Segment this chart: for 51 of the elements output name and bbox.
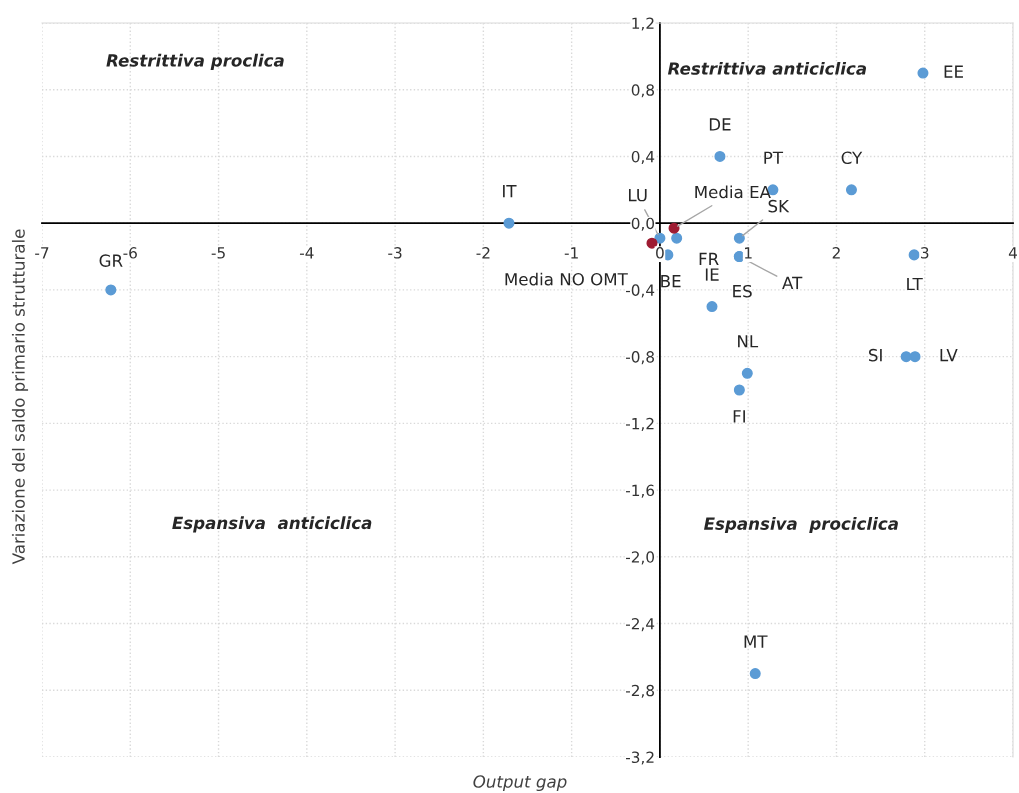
x-tick-label: 0 (656, 247, 664, 259)
annotation: DE (709, 118, 731, 131)
x-axis-title: Output gap (473, 775, 567, 792)
y-tick-label: -2,8 (625, 684, 654, 698)
annotation: SI (868, 348, 882, 362)
x-tick-label: 3 (921, 247, 929, 259)
x-tick-label: 2 (832, 247, 840, 259)
annotation: LU (629, 188, 647, 202)
annotation: AT (782, 276, 803, 289)
y-tick-label: -0,8 (625, 351, 654, 365)
x-tick-label: -2 (476, 247, 490, 259)
y-tick-label: 0,4 (631, 150, 655, 165)
y-tick-label: 0,8 (631, 84, 654, 98)
annotation: FR (699, 252, 719, 266)
y-axis-title: Variazione del saldo primario strutturale (11, 229, 29, 565)
annotation: Media EA (695, 185, 771, 199)
annotation: Espansiva anticiclica (172, 516, 372, 533)
annotation: SK (768, 199, 790, 213)
annotation: ES (733, 284, 752, 298)
y-tick-label: 0,0 (631, 217, 655, 231)
y-tick-label: -2,4 (625, 618, 655, 632)
annotation: PT (764, 151, 784, 164)
x-tick-label: -3 (388, 247, 402, 259)
y-tick-label: -3,2 (625, 751, 654, 765)
y-tick-label: -2,0 (625, 551, 655, 565)
annotation: Espansiva prociclica (704, 516, 898, 534)
annotation: GR (99, 254, 123, 267)
annotation: FI (733, 410, 745, 423)
y-tick-label: 1,2 (632, 17, 654, 31)
annotation: Media NO OMT (505, 272, 628, 286)
x-tick-label: -4 (299, 247, 314, 259)
x-tick-label: -5 (211, 247, 225, 259)
x-tick-label: 1 (745, 247, 752, 259)
x-tick-label: -1 (564, 247, 578, 259)
y-tick-label: -1,2 (625, 417, 654, 431)
annotation: MT (744, 635, 768, 648)
annotation: CY (841, 151, 863, 165)
x-tick-label: -6 (123, 247, 137, 259)
annotation: IT (503, 185, 517, 198)
x-tick-label: -7 (35, 247, 49, 259)
annotation: NL (738, 335, 759, 348)
annotation: LT (907, 277, 923, 291)
annotation: LV (940, 349, 958, 362)
y-tick-label: -1,6 (625, 484, 655, 498)
annotation: IE (705, 268, 719, 281)
annotation: EE (944, 65, 963, 78)
annotation: Restrittiva proclica (106, 53, 284, 70)
y-tick-label: -0,4 (625, 284, 655, 298)
annotation: Restrittiva anticiclica (667, 61, 867, 75)
x-tick-label: 4 (1008, 247, 1017, 259)
annotation: BE (661, 275, 681, 288)
